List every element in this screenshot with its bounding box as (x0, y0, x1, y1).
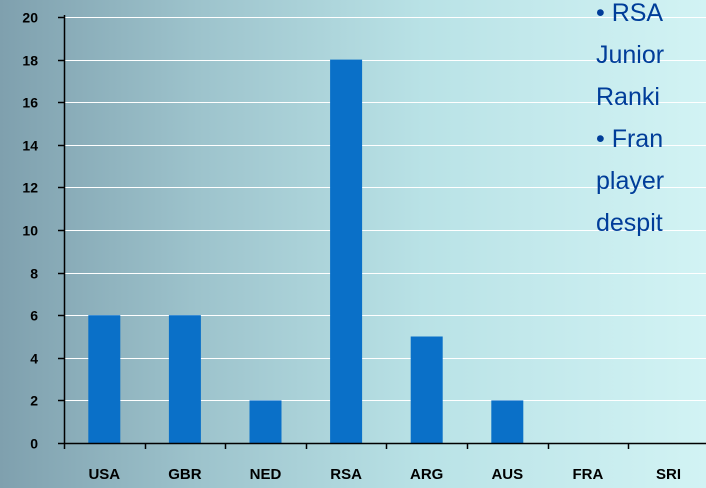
x-tick-label: NED (250, 466, 282, 483)
x-tick-label: USA (88, 466, 120, 483)
bars-layer (88, 59, 524, 443)
y-tick-label: 8 (30, 266, 38, 282)
x-tick-label: SRI (656, 466, 681, 483)
side-note-line: player (596, 167, 665, 195)
x-tick-label: FRA (572, 466, 603, 483)
x-tick-label: GBR (168, 466, 202, 483)
x-tick-label: RSA (330, 466, 362, 483)
side-note-line: • RSA (596, 0, 664, 27)
side-note-line: despit (596, 209, 663, 237)
x-tick-label: ARG (410, 466, 443, 483)
y-tick-label: 10 (22, 223, 38, 239)
x-tick-label: AUS (491, 466, 523, 483)
y-tick-label: 16 (22, 95, 38, 111)
y-tick-label: 2 (30, 393, 38, 409)
side-note-line: Junior (596, 41, 665, 69)
side-note-line: • Fran (596, 125, 664, 153)
bar-gbr (168, 315, 201, 443)
y-tick-label: 4 (30, 351, 38, 367)
y-tick-label: 18 (22, 53, 38, 69)
axis-layer (58, 15, 706, 449)
y-tick-label: 20 (22, 10, 38, 26)
bar-ned (249, 400, 282, 443)
labels-layer: 0 2 4 6 8 10 12 14 16 18 20 USA GBR NED RSA ARG AUS FRA SR… (22, 10, 681, 484)
y-tick-label: 0 (30, 436, 38, 452)
y-tick-label: 6 (30, 308, 38, 324)
bar-rsa (330, 59, 363, 443)
bar-usa (88, 315, 121, 443)
side-note-text: • RSA Junior Ranki • Fran player despit (596, 0, 706, 244)
bar-aus (491, 400, 524, 443)
y-tick-label: 12 (22, 180, 38, 196)
y-tick-label: 14 (22, 138, 38, 154)
bar-arg (410, 336, 443, 443)
side-note-line: Ranki (596, 83, 660, 111)
